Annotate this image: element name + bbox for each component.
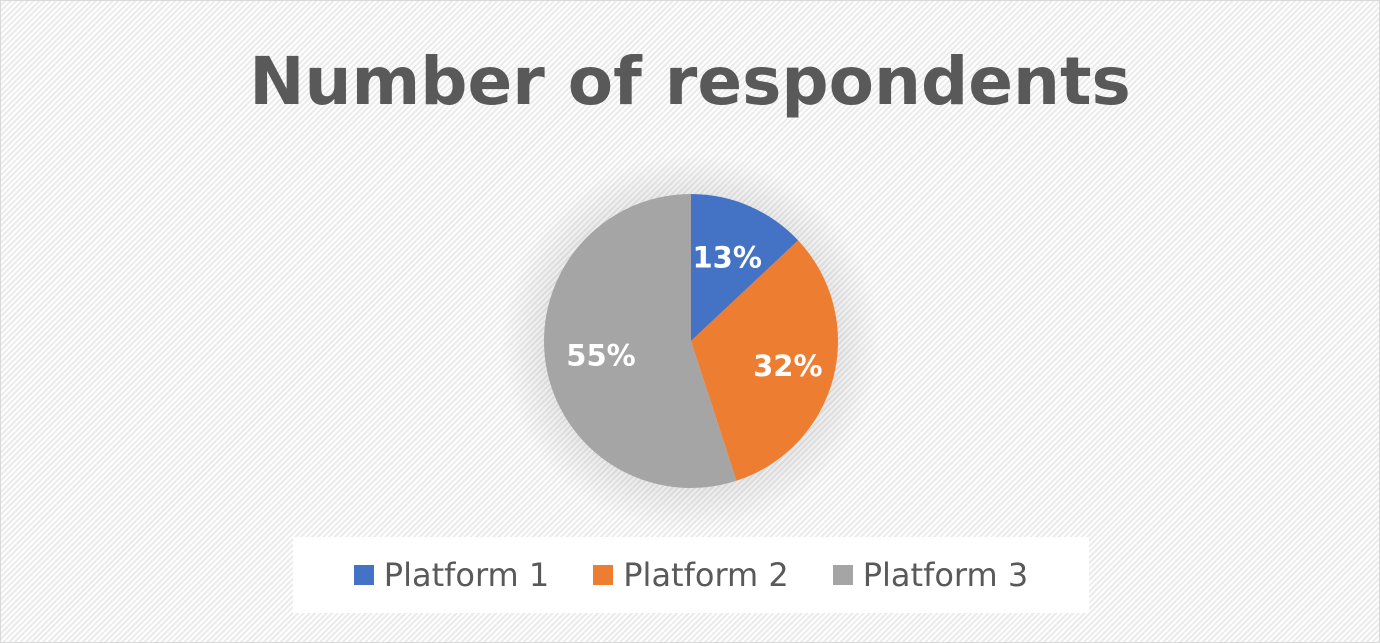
- legend-label: Platform 2: [623, 556, 789, 594]
- chart-title: Number of respondents: [249, 43, 1131, 120]
- pie-slice-3: [543, 193, 737, 489]
- legend-item-3: Platform 3: [832, 556, 1029, 594]
- legend-label: Platform 3: [862, 556, 1029, 594]
- data-label-2: 32%: [753, 349, 822, 383]
- data-label-3: 55%: [566, 338, 635, 372]
- legend: Platform 1 Platform 2 Platform 3: [293, 537, 1089, 613]
- legend-item-2: Platform 2: [593, 556, 789, 594]
- data-label-1: 13%: [692, 240, 761, 274]
- pie-slice-1: [691, 194, 799, 341]
- legend-item-1: Platform 1: [353, 556, 550, 594]
- legend-label: Platform 1: [383, 556, 550, 594]
- legend-swatch: [593, 565, 614, 585]
- legend-swatch: [353, 565, 374, 585]
- pie-slice-2: [691, 240, 838, 481]
- legend-swatch: [832, 565, 853, 585]
